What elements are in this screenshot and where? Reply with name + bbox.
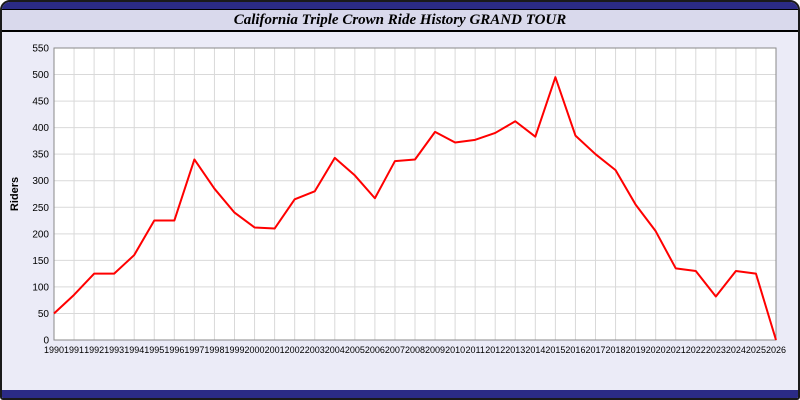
svg-text:1995: 1995 xyxy=(144,345,164,355)
svg-text:400: 400 xyxy=(32,123,49,134)
svg-text:2019: 2019 xyxy=(626,345,646,355)
svg-text:2001: 2001 xyxy=(265,345,285,355)
riders-line-series xyxy=(53,76,777,341)
svg-text:2016: 2016 xyxy=(565,345,585,355)
svg-text:100: 100 xyxy=(32,282,49,293)
svg-text:2026: 2026 xyxy=(766,345,786,355)
svg-text:2005: 2005 xyxy=(345,345,365,355)
svg-text:2009: 2009 xyxy=(425,345,445,355)
svg-text:2000: 2000 xyxy=(245,345,265,355)
svg-text:2020: 2020 xyxy=(646,345,666,355)
svg-text:50: 50 xyxy=(38,309,50,320)
svg-text:450: 450 xyxy=(32,97,49,108)
svg-text:2007: 2007 xyxy=(385,345,405,355)
svg-text:2021: 2021 xyxy=(666,345,686,355)
svg-text:1993: 1993 xyxy=(104,345,124,355)
x-axis-tick-labels: 1990 1991 1992 1993 1994 1995 1996 1997 1998 1999… xyxy=(44,345,786,355)
svg-text:150: 150 xyxy=(32,256,49,267)
svg-text:1999: 1999 xyxy=(224,345,244,355)
svg-text:2006: 2006 xyxy=(365,345,385,355)
svg-text:2022: 2022 xyxy=(686,345,706,355)
vertical-gridlines xyxy=(53,48,777,340)
y-axis-tick-labels: 0 50 100 150 200 250 300 350 400 450 500 550 xyxy=(32,44,49,347)
svg-text:2025: 2025 xyxy=(746,345,766,355)
svg-text:2003: 2003 xyxy=(305,345,325,355)
title-bar-accent xyxy=(2,2,798,10)
svg-text:1994: 1994 xyxy=(124,345,144,355)
svg-text:300: 300 xyxy=(32,176,49,187)
svg-text:2023: 2023 xyxy=(706,345,726,355)
y-axis-title: Riders xyxy=(9,177,21,211)
bottom-bar xyxy=(2,390,798,398)
svg-text:2014: 2014 xyxy=(525,345,545,355)
page-title: California Triple Crown Ride History GRA… xyxy=(2,10,798,30)
svg-text:2008: 2008 xyxy=(405,345,425,355)
svg-text:2018: 2018 xyxy=(606,345,626,355)
chart-area: 0 50 100 150 200 250 300 350 400 450 500 550 1990 199… xyxy=(2,32,798,390)
svg-text:2011: 2011 xyxy=(465,345,484,355)
svg-text:350: 350 xyxy=(32,150,49,161)
svg-text:2012: 2012 xyxy=(485,345,505,355)
svg-text:250: 250 xyxy=(32,203,49,214)
svg-text:2024: 2024 xyxy=(726,345,746,355)
svg-text:200: 200 xyxy=(32,229,49,240)
svg-text:2002: 2002 xyxy=(285,345,305,355)
svg-text:1998: 1998 xyxy=(204,345,224,355)
svg-text:550: 550 xyxy=(32,44,49,55)
svg-text:2017: 2017 xyxy=(585,345,605,355)
svg-text:2015: 2015 xyxy=(545,345,565,355)
svg-text:1992: 1992 xyxy=(84,345,104,355)
svg-text:1991: 1991 xyxy=(64,345,84,355)
svg-text:2013: 2013 xyxy=(505,345,525,355)
svg-text:2004: 2004 xyxy=(325,345,345,355)
plot-border xyxy=(53,47,777,341)
svg-text:1996: 1996 xyxy=(164,345,184,355)
title-bar: California Triple Crown Ride History GRA… xyxy=(2,2,798,32)
svg-text:1997: 1997 xyxy=(184,345,204,355)
svg-text:500: 500 xyxy=(32,70,49,81)
svg-text:2010: 2010 xyxy=(445,345,465,355)
svg-text:0: 0 xyxy=(43,336,49,347)
svg-text:1990: 1990 xyxy=(44,345,64,355)
